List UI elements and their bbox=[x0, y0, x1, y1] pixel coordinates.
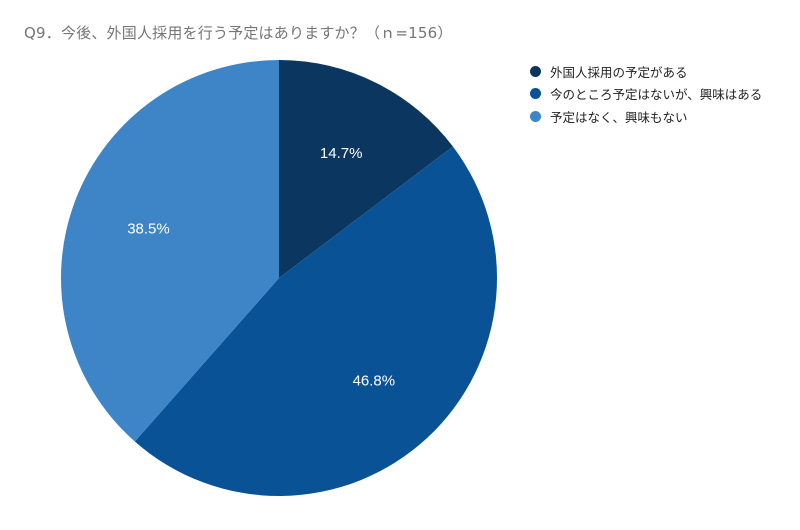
pie-slice[interactable] bbox=[134, 146, 497, 496]
legend-label: 今のところ予定はないが、興味はある bbox=[550, 87, 763, 103]
slice-percent-label: 46.8% bbox=[353, 372, 396, 389]
legend-item[interactable]: 予定はなく、興味もない bbox=[530, 105, 762, 128]
legend-label: 外国人採用の予定がある bbox=[550, 64, 688, 80]
legend-dot-icon bbox=[530, 110, 541, 122]
legend-label: 予定はなく、興味もない bbox=[550, 109, 688, 125]
chart-title: Q9．今後、外国人採用を行う予定はありますか？（ｎ=156） bbox=[24, 24, 453, 42]
slice-percent-label: 38.5% bbox=[127, 221, 170, 238]
legend-item[interactable]: 外国人採用の予定がある bbox=[530, 60, 762, 83]
legend-dot-icon bbox=[530, 65, 541, 77]
legend: 外国人採用の予定がある 今のところ予定はないが、興味はある 予定はなく、興味もな… bbox=[530, 60, 762, 128]
slice-percent-label: 14.7% bbox=[320, 145, 363, 162]
legend-item[interactable]: 今のところ予定はないが、興味はある bbox=[530, 83, 762, 106]
legend-dot-icon bbox=[530, 88, 541, 100]
pie-slice[interactable] bbox=[61, 59, 279, 442]
pie-slice[interactable] bbox=[279, 60, 453, 278]
